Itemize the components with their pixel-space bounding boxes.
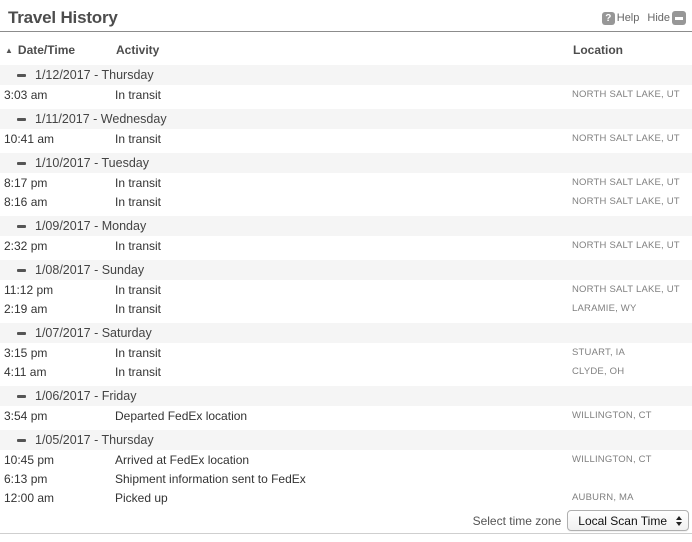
event-activity: In transit <box>115 282 162 297</box>
select-arrows-icon <box>676 515 682 526</box>
event-time: 11:12 pm <box>4 282 54 297</box>
date-group-row[interactable]: 1/05/2017 - Thursday <box>0 430 692 450</box>
collapse-minus-icon[interactable] <box>17 73 26 77</box>
collapse-minus-icon[interactable] <box>17 394 26 398</box>
timezone-select[interactable]: Local Scan Time <box>567 510 689 531</box>
travel-history-rows: 1/12/2017 - Thursday 3:03 am In transit NOR… <box>0 65 692 507</box>
sort-ascending-icon: ▲ <box>5 46 13 55</box>
group-date-label: 1/07/2017 - Saturday <box>35 326 152 340</box>
event-time: 10:45 pm <box>4 452 55 467</box>
travel-history-table: ▲ Date/Time Activity Location 1/12/2017 -… <box>0 32 692 507</box>
event-activity: Picked up <box>115 490 168 505</box>
travel-event-row: 8:17 pm In transit NORTH SALT LAKE, UT <box>0 173 692 192</box>
collapse-minus-icon[interactable] <box>17 117 26 121</box>
event-time: 4:11 am <box>4 364 47 379</box>
event-location: STUART, IA <box>572 347 626 358</box>
event-time: 8:16 am <box>4 194 48 209</box>
date-group-row[interactable]: 1/12/2017 - Thursday <box>0 65 692 85</box>
event-time: 8:17 pm <box>4 175 48 190</box>
travel-event-row: 8:16 am In transit NORTH SALT LAKE, UT <box>0 192 692 211</box>
event-time: 3:15 pm <box>4 345 48 360</box>
event-location: CLYDE, OH <box>572 366 625 377</box>
hide-link[interactable]: Hide <box>647 12 670 24</box>
travel-event-row: 11:12 pm In transit NORTH SALT LAKE, UT <box>0 280 692 299</box>
minimize-icon[interactable] <box>672 11 686 25</box>
event-location: NORTH SALT LAKE, UT <box>572 284 680 295</box>
event-location: NORTH SALT LAKE, UT <box>572 133 680 144</box>
travel-event-row: 10:41 am In transit NORTH SALT LAKE, UT <box>0 129 692 148</box>
event-activity: Arrived at FedEx location <box>115 452 250 467</box>
event-activity: In transit <box>115 301 162 316</box>
travel-event-row: 3:15 pm In transit STUART, IA <box>0 343 692 362</box>
event-location: WILLINGTON, CT <box>572 454 652 465</box>
date-group-row[interactable]: 1/09/2017 - Monday <box>0 216 692 236</box>
date-group-row[interactable]: 1/06/2017 - Friday <box>0 386 692 406</box>
event-time: 3:03 am <box>4 87 48 102</box>
travel-event-row: 6:13 pm Shipment information sent to FedE… <box>0 469 692 488</box>
event-time: 10:41 am <box>4 131 55 146</box>
event-time: 3:54 pm <box>4 408 48 423</box>
event-activity: In transit <box>115 175 162 190</box>
collapse-minus-icon[interactable] <box>17 161 26 165</box>
event-activity: Shipment information sent to FedEx <box>115 471 306 486</box>
date-group-row[interactable]: 1/07/2017 - Saturday <box>0 323 692 343</box>
event-location: NORTH SALT LAKE, UT <box>572 177 680 188</box>
date-group-row[interactable]: 1/11/2017 - Wednesday <box>0 109 692 129</box>
collapse-minus-icon[interactable] <box>17 268 26 272</box>
travel-event-row: 4:11 am In transit CLYDE, OH <box>0 362 692 381</box>
group-date-label: 1/05/2017 - Thursday <box>35 433 154 447</box>
group-date-label: 1/11/2017 - Wednesday <box>35 112 167 126</box>
event-activity: In transit <box>115 364 162 379</box>
date-group-row[interactable]: 1/10/2017 - Tuesday <box>0 153 692 173</box>
column-header-activity: Activity <box>116 43 160 57</box>
header-divider <box>0 31 692 32</box>
date-group-row[interactable]: 1/08/2017 - Sunday <box>0 260 692 280</box>
group-date-label: 1/10/2017 - Tuesday <box>35 156 149 170</box>
event-location: NORTH SALT LAKE, UT <box>572 89 680 100</box>
travel-event-row: 10:45 pm Arrived at FedEx location WILLING… <box>0 450 692 469</box>
group-date-label: 1/06/2017 - Friday <box>35 389 137 403</box>
event-location: NORTH SALT LAKE, UT <box>572 196 680 207</box>
header-links: ? Help Hide <box>601 11 686 25</box>
travel-event-row: 12:00 am Picked up AUBURN, MA <box>0 488 692 507</box>
help-link[interactable]: Help <box>616 12 640 24</box>
collapse-minus-icon[interactable] <box>17 438 26 442</box>
event-activity: In transit <box>115 345 162 360</box>
group-date-label: 1/09/2017 - Monday <box>35 219 147 233</box>
column-header-location: Location <box>573 43 623 57</box>
event-location: WILLINGTON, CT <box>572 410 652 421</box>
travel-event-row: 3:54 pm Departed FedEx location WILLINGTON… <box>0 406 692 425</box>
table-column-header: ▲ Date/Time Activity Location <box>0 32 692 60</box>
event-time: 6:13 pm <box>4 471 48 486</box>
timezone-footer: Select time zone Local Scan Time <box>0 507 692 531</box>
module-header: Travel History ? Help Hide <box>0 0 692 31</box>
event-activity: Departed FedEx location <box>115 408 248 423</box>
event-time: 2:19 am <box>4 301 48 316</box>
column-header-datetime-label: Date/Time <box>17 43 76 57</box>
event-time: 12:00 am <box>4 490 55 505</box>
event-location: AUBURN, MA <box>572 492 634 503</box>
help-icon[interactable]: ? <box>601 11 615 25</box>
event-activity: In transit <box>115 131 162 146</box>
page-title: Travel History <box>8 8 118 27</box>
event-activity: In transit <box>115 238 162 253</box>
event-location: LARAMIE, WY <box>572 303 637 314</box>
column-header-datetime[interactable]: ▲ Date/Time <box>5 43 116 57</box>
event-time: 2:32 pm <box>4 238 48 253</box>
collapse-minus-icon[interactable] <box>17 331 26 335</box>
collapse-minus-icon[interactable] <box>17 224 26 228</box>
group-date-label: 1/12/2017 - Thursday <box>35 68 154 82</box>
event-activity: In transit <box>115 194 162 209</box>
group-date-label: 1/08/2017 - Sunday <box>35 263 145 277</box>
travel-event-row: 2:19 am In transit LARAMIE, WY <box>0 299 692 318</box>
event-location: NORTH SALT LAKE, UT <box>572 240 680 251</box>
timezone-selected-value: Local Scan Time <box>578 513 667 528</box>
module-bottom-divider <box>0 533 692 534</box>
event-activity: In transit <box>115 87 162 102</box>
travel-event-row: 3:03 am In transit NORTH SALT LAKE, UT <box>0 85 692 104</box>
travel-event-row: 2:32 pm In transit NORTH SALT LAKE, UT <box>0 236 692 255</box>
timezone-label: Select time zone <box>472 513 562 528</box>
